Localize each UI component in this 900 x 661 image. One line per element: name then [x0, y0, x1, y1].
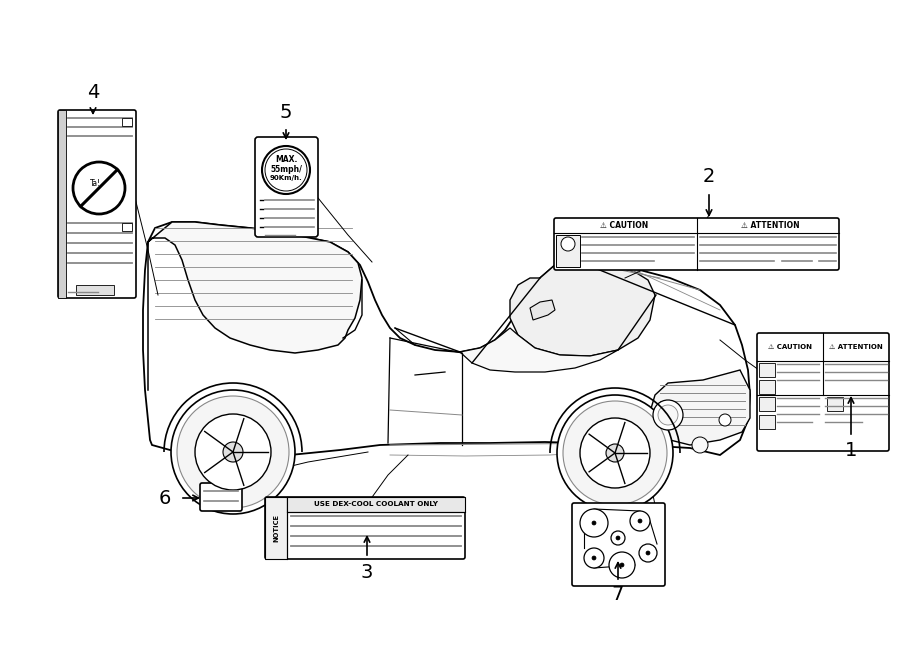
Text: ⚠ CAUTION: ⚠ CAUTION	[600, 221, 648, 230]
Circle shape	[563, 401, 667, 505]
Circle shape	[609, 552, 635, 578]
Circle shape	[620, 563, 624, 567]
Text: 3: 3	[361, 563, 374, 582]
Circle shape	[719, 414, 731, 426]
Bar	[759, 380, 775, 394]
Text: ⚠ CAUTION: ⚠ CAUTION	[768, 344, 812, 350]
Text: MAX.: MAX.	[274, 155, 297, 165]
Text: Ta!: Ta!	[90, 178, 102, 188]
FancyBboxPatch shape	[200, 483, 242, 511]
Circle shape	[262, 146, 310, 194]
Bar	[556, 235, 580, 267]
Text: 2: 2	[703, 167, 716, 186]
Text: ⚠ ATTENTION: ⚠ ATTENTION	[741, 221, 799, 230]
Circle shape	[692, 437, 708, 453]
Circle shape	[606, 444, 624, 462]
Text: 90Km/h.: 90Km/h.	[270, 175, 302, 181]
FancyBboxPatch shape	[554, 218, 839, 270]
FancyBboxPatch shape	[58, 110, 136, 298]
Bar	[759, 415, 775, 429]
Circle shape	[195, 414, 271, 490]
Circle shape	[171, 390, 295, 514]
Circle shape	[630, 511, 650, 531]
Circle shape	[73, 162, 125, 214]
FancyBboxPatch shape	[757, 333, 889, 451]
Bar	[759, 363, 775, 377]
Polygon shape	[530, 300, 555, 320]
Circle shape	[561, 237, 575, 251]
Circle shape	[265, 149, 307, 191]
Bar	[827, 397, 843, 411]
FancyBboxPatch shape	[255, 137, 318, 237]
Polygon shape	[650, 370, 750, 445]
Circle shape	[592, 521, 596, 525]
Circle shape	[611, 531, 625, 545]
Bar	[58, 110, 66, 298]
Circle shape	[646, 551, 650, 555]
Bar	[287, 497, 465, 512]
Bar	[76, 285, 114, 295]
FancyBboxPatch shape	[265, 497, 465, 559]
Circle shape	[639, 544, 657, 562]
FancyBboxPatch shape	[572, 503, 665, 586]
Polygon shape	[510, 262, 655, 356]
Text: 5: 5	[280, 102, 292, 122]
Text: 7: 7	[612, 586, 625, 605]
Text: 1: 1	[845, 440, 857, 459]
Circle shape	[653, 400, 683, 430]
Text: USE DEX-COOL COOLANT ONLY: USE DEX-COOL COOLANT ONLY	[314, 502, 438, 508]
Polygon shape	[148, 222, 362, 353]
Bar	[759, 397, 775, 411]
Circle shape	[580, 418, 650, 488]
Circle shape	[584, 548, 604, 568]
Polygon shape	[460, 328, 618, 372]
Text: NOTICE: NOTICE	[273, 514, 279, 542]
Circle shape	[658, 405, 678, 425]
Text: 6: 6	[158, 488, 171, 508]
Polygon shape	[143, 222, 750, 455]
Circle shape	[580, 509, 608, 537]
Bar	[122, 118, 132, 126]
Circle shape	[638, 519, 642, 523]
Circle shape	[592, 556, 596, 560]
Bar	[265, 497, 287, 559]
Circle shape	[616, 536, 620, 540]
Text: ⚠ ATTENTION: ⚠ ATTENTION	[829, 344, 883, 350]
Bar	[122, 223, 132, 231]
Circle shape	[177, 396, 289, 508]
Text: 4: 4	[86, 83, 99, 102]
Text: 55mph/: 55mph/	[270, 165, 302, 173]
Circle shape	[557, 395, 673, 511]
Circle shape	[223, 442, 243, 462]
